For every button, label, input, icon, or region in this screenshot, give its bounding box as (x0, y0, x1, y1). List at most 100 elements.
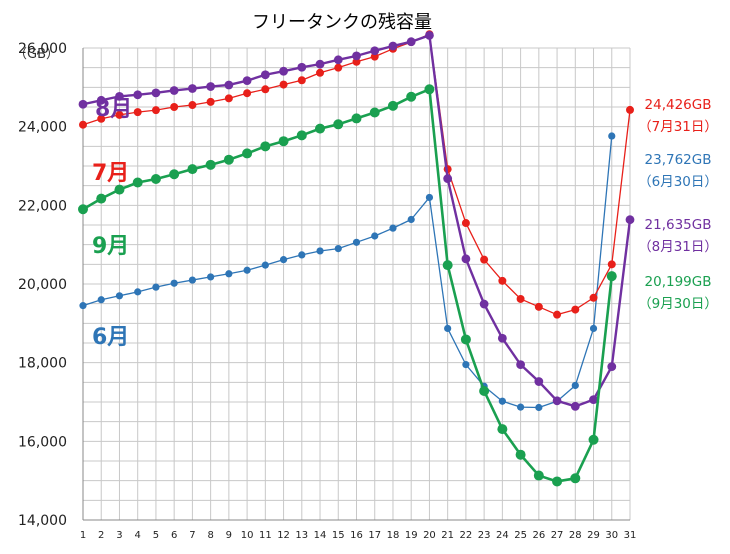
series-label: 7月 (92, 161, 129, 186)
data-point (206, 82, 216, 91)
x-tick-label: 17 (368, 530, 381, 541)
data-point (151, 106, 160, 115)
series-9月 (78, 84, 617, 487)
data-point (608, 132, 616, 140)
data-point (333, 119, 344, 130)
data-point (260, 141, 271, 152)
end-value-label: 21,635GB (645, 217, 712, 233)
data-point (169, 86, 179, 95)
series-label: 9月 (92, 234, 129, 259)
x-tick-label: 10 (241, 530, 254, 541)
data-point (207, 273, 215, 281)
data-point (243, 89, 252, 98)
data-point (206, 97, 215, 106)
end-date-label: （7月31日） (638, 119, 718, 135)
x-tick-label: 19 (405, 530, 418, 541)
data-point (517, 403, 525, 411)
data-point (134, 288, 142, 296)
data-point (316, 68, 325, 77)
data-point (188, 84, 197, 93)
data-point (462, 361, 470, 369)
x-tick-label: 2 (98, 530, 104, 541)
x-tick-label: 22 (460, 530, 473, 541)
series-7月 (79, 30, 634, 319)
x-tick-label: 23 (478, 530, 491, 541)
x-tick-label: 3 (116, 530, 122, 541)
data-point (460, 334, 471, 345)
y-tick-label: 20,000 (18, 277, 67, 293)
x-tick-label: 18 (387, 530, 400, 541)
data-point (369, 107, 380, 118)
x-tick-label: 8 (207, 530, 213, 541)
data-point (625, 215, 635, 225)
data-point (497, 424, 508, 435)
data-point (205, 159, 216, 170)
data-point (223, 154, 234, 165)
data-point (424, 84, 435, 95)
x-tick-label: 12 (277, 530, 290, 541)
y-tick-label: 14,000 (18, 513, 67, 529)
data-point (188, 276, 196, 284)
x-tick-label: 7 (189, 530, 195, 541)
data-point (132, 177, 143, 188)
series-label: 6月 (92, 325, 129, 350)
data-point (589, 324, 598, 333)
data-point (534, 377, 544, 386)
data-point (78, 204, 88, 215)
data-point (278, 136, 289, 147)
y-tick-label: 24,000 (18, 120, 67, 136)
data-point (570, 473, 581, 484)
data-point (571, 305, 580, 314)
data-point (515, 449, 526, 460)
x-tick-label: 29 (587, 530, 600, 541)
data-point (170, 103, 179, 111)
data-point (589, 395, 598, 405)
data-point (225, 270, 233, 278)
x-tick-label: 1 (80, 530, 86, 541)
data-point (389, 224, 397, 232)
data-point (442, 260, 453, 271)
y-unit-label: （GB） (14, 47, 59, 62)
data-point (260, 70, 270, 80)
data-point (114, 184, 125, 195)
y-tick-label: 26,000 (18, 41, 67, 57)
data-point (425, 31, 434, 40)
data-point (607, 362, 617, 371)
x-tick-label: 20 (423, 530, 436, 541)
data-point (351, 113, 362, 124)
data-point (352, 51, 361, 61)
end-value-label: 20,199GB (645, 274, 712, 290)
x-tick-label: 15 (332, 530, 345, 541)
data-point (497, 333, 507, 343)
data-point (297, 76, 306, 85)
x-tick-label: 21 (441, 530, 454, 541)
data-point (315, 123, 326, 134)
y-tick-label: 18,000 (18, 356, 67, 372)
data-point (224, 94, 233, 103)
x-tick-label: 5 (153, 530, 159, 541)
data-point (297, 62, 307, 72)
data-point (334, 245, 342, 253)
data-point (606, 271, 617, 282)
data-point (407, 215, 415, 224)
data-point (315, 59, 325, 69)
series-6月 (79, 132, 616, 412)
data-point (352, 238, 361, 246)
data-point (552, 396, 562, 406)
end-date-label: （8月31日） (638, 239, 718, 255)
data-point (79, 302, 87, 310)
x-tick-label: 4 (135, 530, 141, 541)
data-point (279, 80, 288, 89)
data-point (242, 148, 253, 159)
data-point (334, 63, 343, 72)
data-point (516, 294, 525, 303)
series-layer (78, 30, 635, 487)
data-point (461, 219, 470, 228)
data-point (97, 296, 105, 304)
data-point (626, 105, 634, 114)
data-point (96, 95, 106, 105)
data-point (78, 99, 88, 109)
data-point (589, 293, 598, 302)
x-tick-label: 28 (569, 530, 582, 541)
